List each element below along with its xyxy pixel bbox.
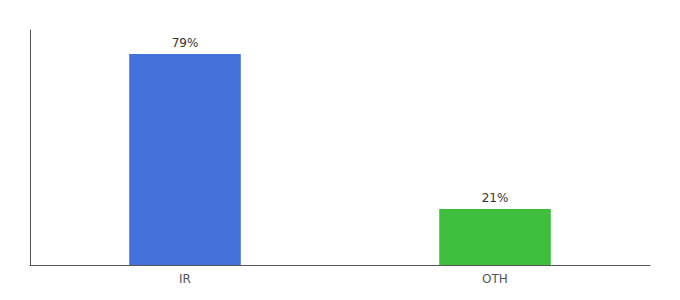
svg-text:IR: IR <box>179 272 191 286</box>
svg-text:21%: 21% <box>482 191 509 205</box>
svg-text:79%: 79% <box>172 36 199 50</box>
svg-text:OTH: OTH <box>482 272 508 286</box>
